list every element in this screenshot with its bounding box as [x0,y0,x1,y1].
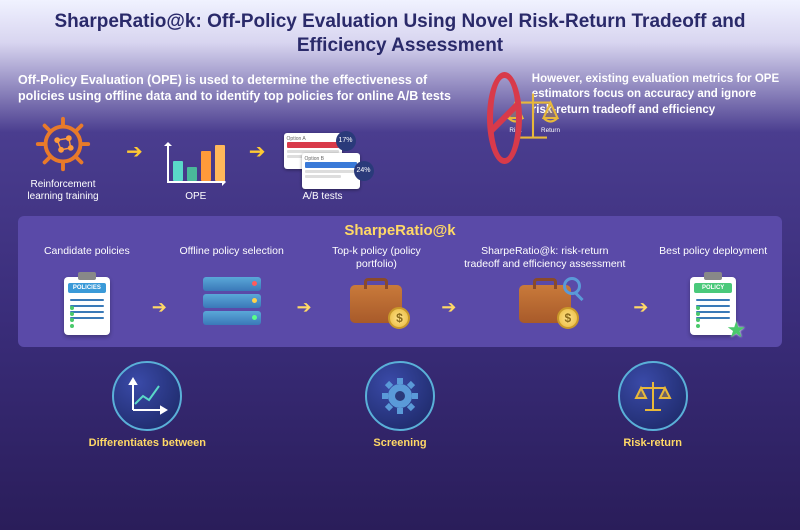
pipeline-band: SharpeRatio@k Candidate policies POLICIE… [18,216,782,347]
arrow-icon: ➔ [297,297,312,318]
band-col-topk: Top-k policy (policy portfolio) $ [318,245,436,323]
page-title: SharpeRatio@k: Off-Policy Evaluation Usi… [0,0,800,66]
intro-left-text: Off-Policy Evaluation (OPE) is used to d… [18,72,473,106]
scale-circle-icon [618,361,688,431]
arrow-icon: ➔ [126,139,143,164]
benefit-riskreturn: Risk-return [533,361,772,450]
gear-circle-icon [365,361,435,431]
clipboard-policies-icon: POLICIES [64,277,110,335]
benefit-differentiate: Differentiates between [28,361,267,450]
bar-chart-icon [161,137,231,187]
intro-left: Off-Policy Evaluation (OPE) is used to d… [18,72,473,203]
band-title: SharpeRatio@k [28,222,772,239]
benefit-screening: Screening [281,361,520,450]
servers-icon [203,277,261,325]
ope-col: OPE [161,137,231,203]
clipboard-policy-icon: POLICY ★ [690,277,736,335]
intro-right-text: However, existing evaluation metrics for… [532,72,782,119]
briefcase-icon: $ [350,285,402,323]
intro-row: Off-Policy Evaluation (OPE) is used to d… [0,66,800,213]
benefits-row: Differentiates between Screening Risk-re… [0,347,800,450]
briefcase-magnifier-icon: $ [519,285,571,323]
ab-col: Option A 17% Option B 24% A/B tests [284,133,362,203]
line-chart-circle-icon [112,361,182,431]
svg-text:Return: Return [541,127,560,134]
arrow-icon: ➔ [249,139,266,164]
band-col-best: Best policy deployment POLICY ★ [654,245,772,335]
prohibit-scale-icon: Risk Return [487,72,522,164]
intro-left-icons: Reinforcement learning training ➔ OPE ➔ … [18,113,473,202]
rl-training-col: Reinforcement learning training [18,113,108,202]
band-col-offline: Offline policy selection [173,245,291,325]
ab-test-icon: Option A 17% Option B 24% [284,133,362,187]
intro-right: Risk Return However, existing evaluation… [487,72,782,164]
gear-brain-icon [32,113,94,175]
star-icon: ★ [726,317,746,343]
arrow-icon: ➔ [152,297,167,318]
band-col-sharpe: SharpeRatio@k: risk-return tradeoff and … [462,245,627,323]
ab-label: A/B tests [303,191,343,203]
band-col-candidate: Candidate policies POLICIES [28,245,146,335]
arrow-icon: ➔ [441,297,456,318]
ope-label: OPE [185,191,206,203]
rl-label: Reinforcement learning training [18,179,108,202]
band-items: Candidate policies POLICIES ➔ Offline po… [28,245,772,335]
arrow-icon: ➔ [633,297,648,318]
